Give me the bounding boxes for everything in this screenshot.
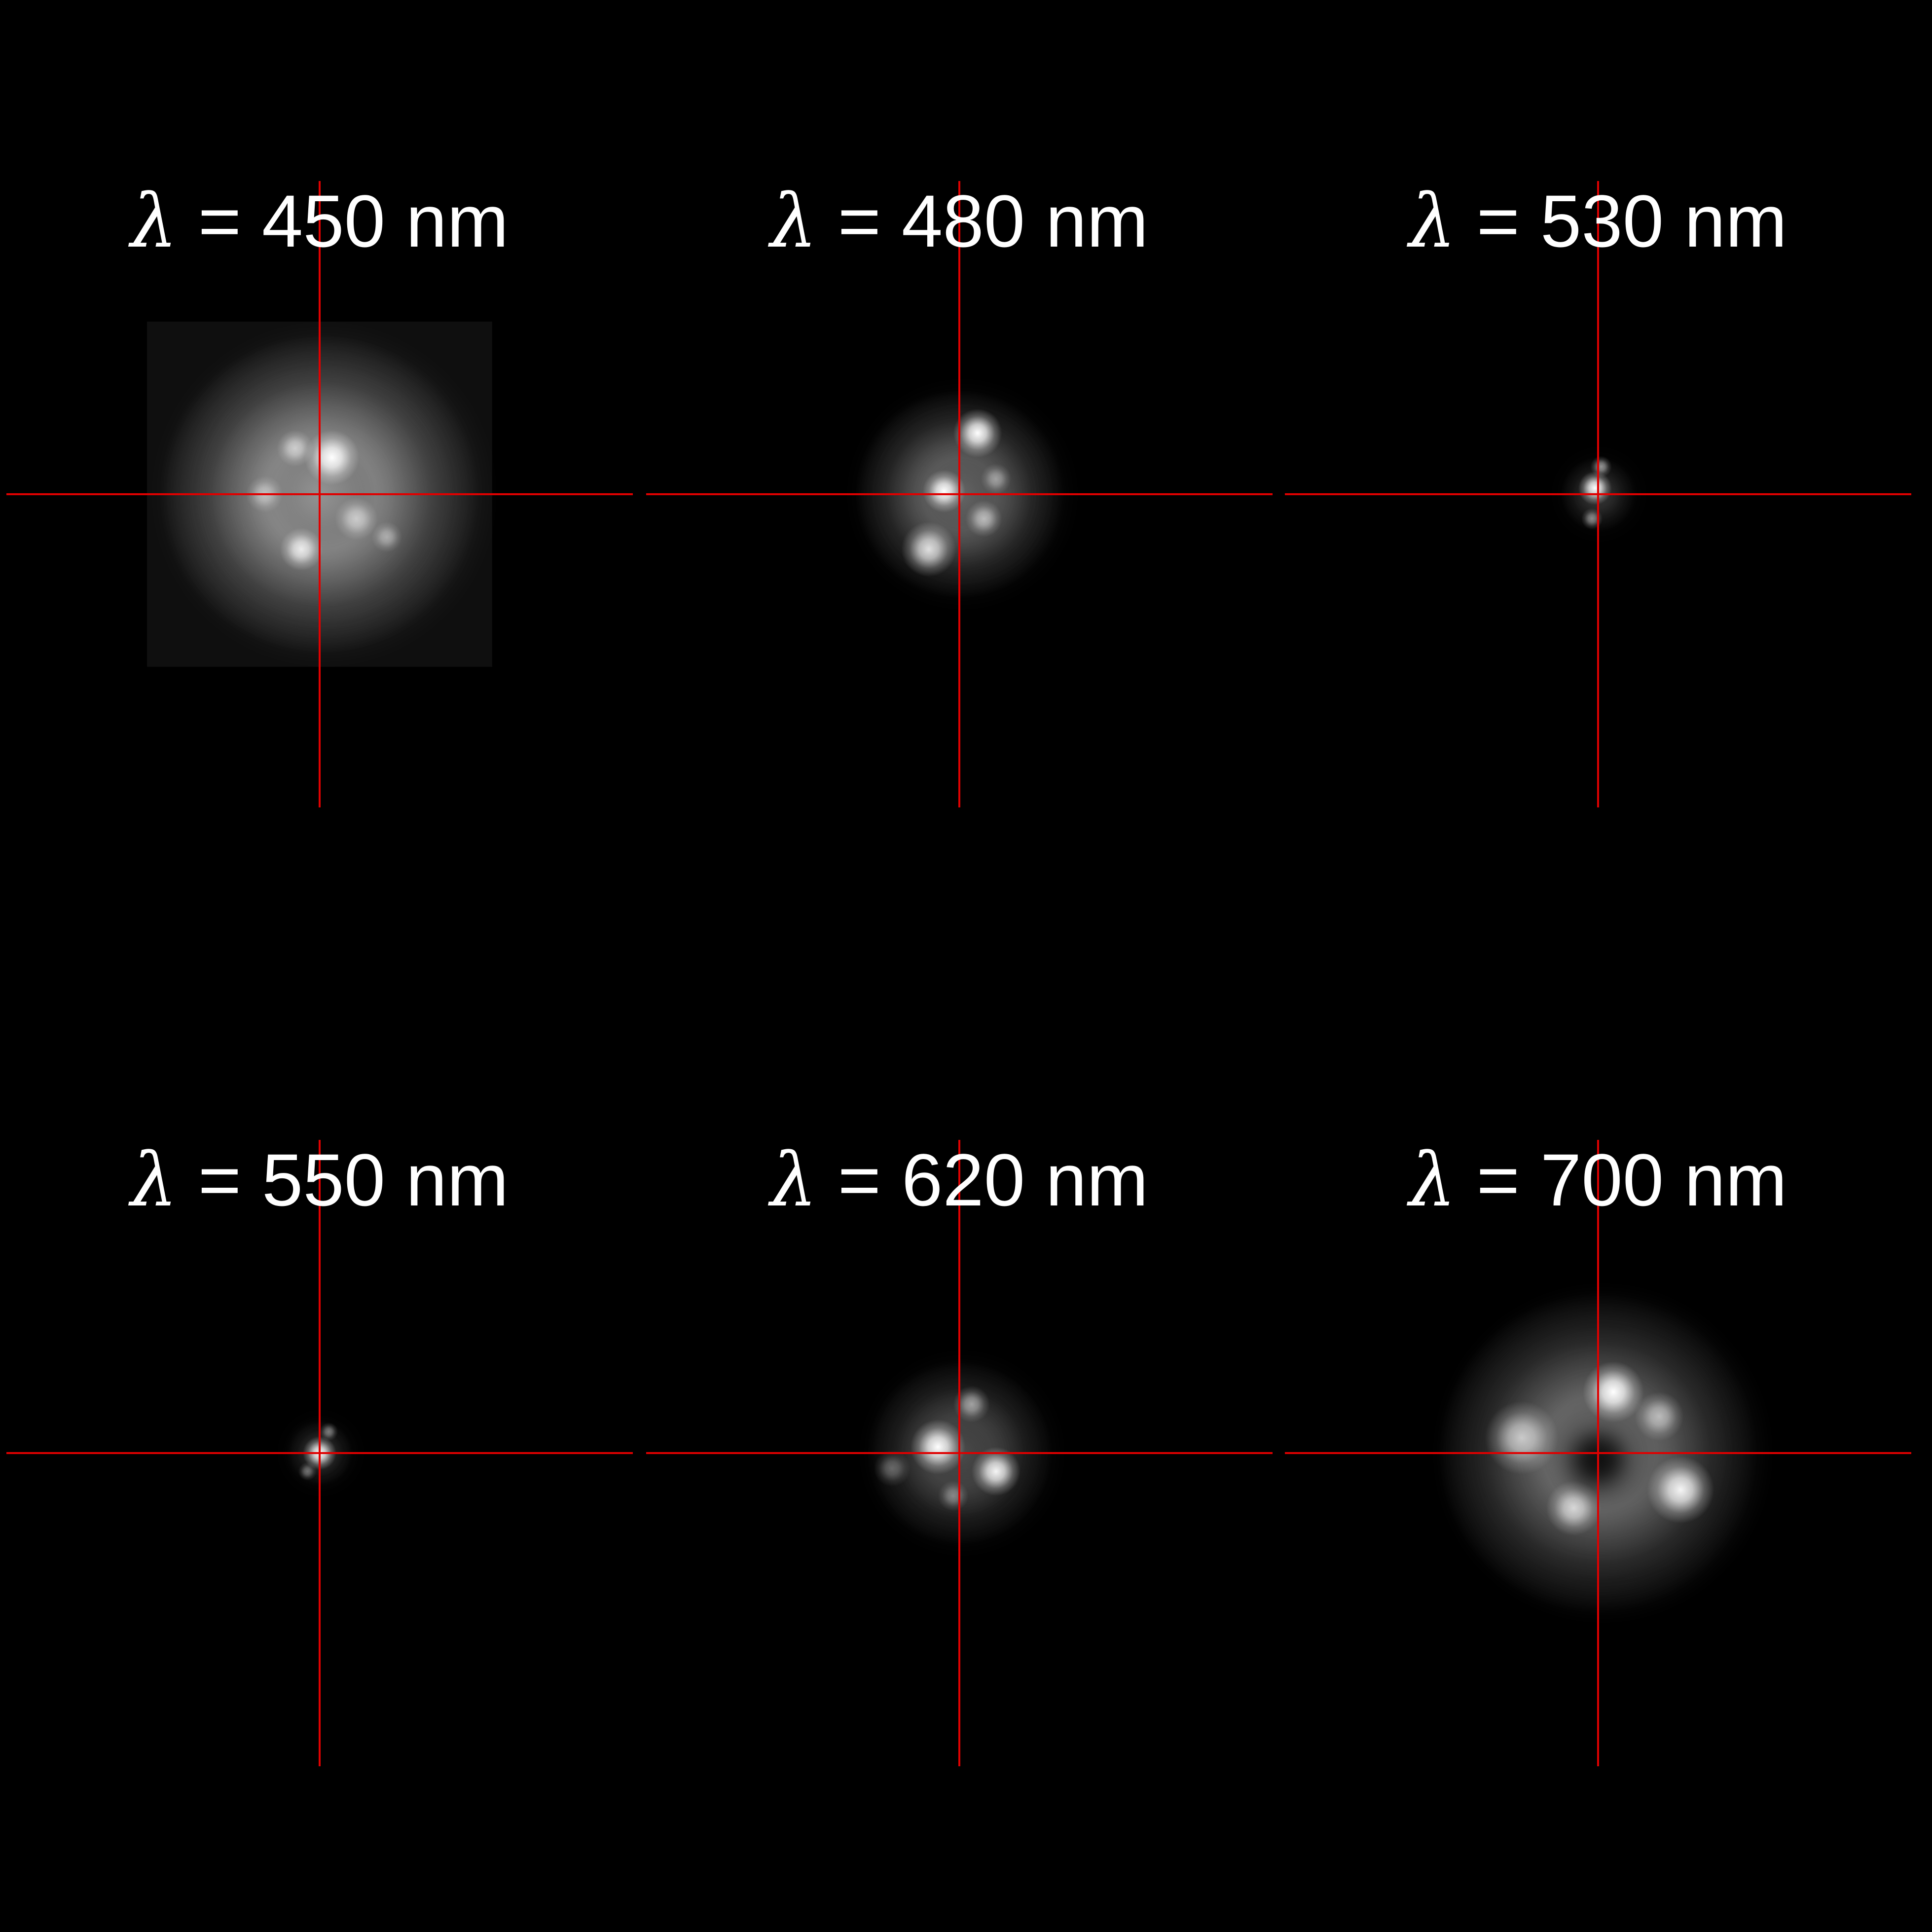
lambda-symbol: λ (1407, 179, 1456, 264)
spot-lobe (1583, 1361, 1644, 1422)
spot-lobe (1590, 456, 1612, 477)
panel-530nm: λ = 530 nm (1285, 179, 1911, 807)
crosshair (646, 1140, 1273, 1766)
spot-lobe (874, 1450, 911, 1487)
wavelength-text: = 450 nm (178, 180, 509, 262)
crosshair (6, 181, 633, 807)
wavelength-text: = 700 nm (1456, 1138, 1787, 1221)
spot-lobe (938, 1480, 969, 1511)
lambda-symbol: λ (128, 1137, 178, 1223)
panel-label: λ = 550 nm (128, 1137, 509, 1223)
spot-lobe (1635, 1392, 1684, 1441)
lambda-symbol: λ (768, 1137, 817, 1223)
crosshair (6, 1140, 633, 1766)
lambda-symbol: λ (128, 179, 178, 264)
spot-lobe (901, 521, 956, 577)
panel-label: λ = 450 nm (128, 179, 509, 264)
spot-lobe (953, 408, 1002, 458)
lambda-symbol: λ (768, 179, 817, 264)
panel-450nm: λ = 450 nm (6, 179, 633, 807)
panel-label: λ = 700 nm (1407, 1137, 1787, 1223)
spot-lobe (277, 430, 314, 467)
spot-lobe (1546, 1480, 1602, 1536)
spot-lobe (971, 1447, 1021, 1496)
crosshair (1285, 1140, 1911, 1766)
spot-lobe (1581, 508, 1603, 530)
wavelength-text: = 550 nm (178, 1138, 509, 1221)
panel-label: λ = 620 nm (768, 1137, 1148, 1223)
spot-lobe (965, 500, 1002, 537)
spot-lobe (953, 1385, 990, 1422)
spot-lobe (922, 470, 966, 513)
panel-620nm: λ = 620 nm (646, 1137, 1273, 1766)
wavelength-text: = 530 nm (1456, 180, 1787, 262)
spot-lobe (335, 497, 378, 540)
panel-label: λ = 480 nm (768, 179, 1148, 264)
crosshair (1285, 181, 1911, 807)
spot-lobe (1647, 1456, 1714, 1524)
spot-lobe (320, 1422, 338, 1441)
lambda-symbol: λ (1407, 1137, 1456, 1223)
panel-700nm: λ = 700 nm (1285, 1137, 1911, 1766)
wavelength-text: = 480 nm (817, 180, 1148, 262)
spot-lobe (910, 1419, 966, 1475)
panel-480nm: λ = 480 nm (646, 179, 1273, 807)
spot-lobe (981, 464, 1012, 494)
spot-lobe (1485, 1401, 1559, 1475)
crosshair (646, 181, 1273, 807)
panel-550nm: λ = 550 nm (6, 1137, 633, 1766)
wavelength-text: = 620 nm (817, 1138, 1148, 1221)
spot-lobe (371, 521, 402, 552)
spot-lobe (304, 430, 360, 485)
spot-lobe (280, 528, 323, 571)
panel-label: λ = 530 nm (1407, 179, 1787, 264)
spot-lobe (1578, 471, 1612, 505)
spot-lobe (298, 1462, 317, 1481)
